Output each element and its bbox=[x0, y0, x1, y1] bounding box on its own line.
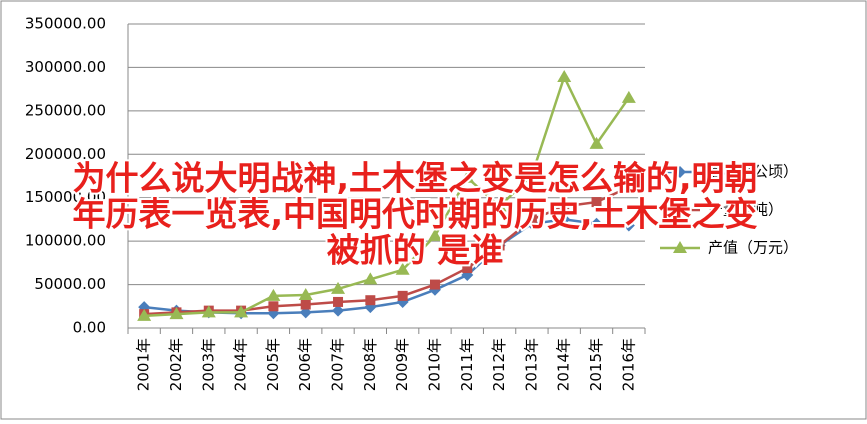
marker bbox=[524, 168, 539, 181]
legend-label: 产量（吨） bbox=[708, 201, 783, 219]
marker bbox=[300, 299, 311, 310]
marker bbox=[427, 228, 442, 241]
x-tick-label: 2005年 bbox=[264, 338, 282, 391]
marker bbox=[397, 290, 408, 301]
marker bbox=[675, 205, 685, 215]
x-tick-label: 2012年 bbox=[490, 338, 508, 391]
marker bbox=[590, 217, 603, 230]
x-tick-label: 2011年 bbox=[458, 338, 476, 391]
x-tick-label: 2004年 bbox=[232, 338, 250, 391]
x-tick-label: 2001年 bbox=[135, 338, 153, 391]
marker bbox=[673, 241, 687, 253]
overlay-text: 为什么说大明战神,土木堡之变是怎么输的,明朝 bbox=[72, 159, 757, 198]
marker bbox=[462, 263, 473, 274]
marker bbox=[268, 301, 279, 312]
x-tick-label: 2013年 bbox=[522, 338, 540, 391]
marker bbox=[201, 305, 216, 318]
marker bbox=[460, 170, 475, 183]
y-tick-label: 200000.00 bbox=[25, 145, 106, 163]
legend-label: 面积（公顷） bbox=[708, 163, 798, 181]
x-tick-label: 2003年 bbox=[199, 338, 217, 391]
x-tick-label: 2002年 bbox=[167, 338, 185, 391]
marker bbox=[395, 262, 410, 275]
y-tick-label: 300000.00 bbox=[25, 58, 106, 76]
y-tick-label: 250000.00 bbox=[25, 101, 106, 119]
marker bbox=[234, 305, 249, 318]
y-tick-label: 350000.00 bbox=[25, 15, 106, 33]
marker bbox=[298, 287, 313, 300]
overlay-text: 被抓的 是谁 bbox=[327, 231, 504, 270]
marker bbox=[365, 295, 376, 306]
marker bbox=[332, 304, 345, 317]
x-tick-label: 2014年 bbox=[555, 338, 573, 391]
marker bbox=[169, 307, 184, 320]
x-tick-label: 2016年 bbox=[619, 338, 637, 391]
marker bbox=[333, 296, 344, 307]
marker bbox=[591, 197, 602, 208]
series-line bbox=[144, 186, 630, 316]
marker bbox=[674, 166, 686, 178]
y-tick-label: 150000.00 bbox=[25, 188, 106, 206]
marker bbox=[621, 90, 636, 103]
x-tick-label: 2008年 bbox=[361, 338, 379, 391]
x-tick-label: 2010年 bbox=[425, 338, 443, 391]
marker bbox=[623, 182, 634, 193]
x-tick-label: 2009年 bbox=[393, 338, 411, 391]
marker bbox=[137, 308, 152, 321]
marker bbox=[494, 240, 505, 251]
marker bbox=[558, 213, 571, 226]
x-tick-label: 2006年 bbox=[296, 338, 314, 391]
marker bbox=[429, 279, 440, 290]
marker bbox=[557, 69, 572, 82]
marker bbox=[526, 214, 537, 225]
y-tick-label: 50000.00 bbox=[34, 275, 106, 293]
marker bbox=[559, 201, 570, 212]
overlay-text: 年历表一览表,中国明代时期的历史,土木堡之变 bbox=[72, 195, 757, 234]
x-tick-label: 2007年 bbox=[329, 338, 347, 391]
marker bbox=[589, 136, 604, 149]
y-tick-label: 0.00 bbox=[73, 319, 106, 337]
marker bbox=[266, 288, 281, 301]
marker bbox=[331, 281, 346, 294]
legend-label: 产值（万元） bbox=[708, 239, 798, 257]
marker bbox=[622, 219, 635, 232]
y-tick-label: 100000.00 bbox=[25, 232, 106, 250]
marker bbox=[492, 199, 507, 212]
marker bbox=[363, 272, 378, 285]
x-tick-label: 2015年 bbox=[587, 338, 605, 391]
series-line bbox=[144, 73, 630, 318]
